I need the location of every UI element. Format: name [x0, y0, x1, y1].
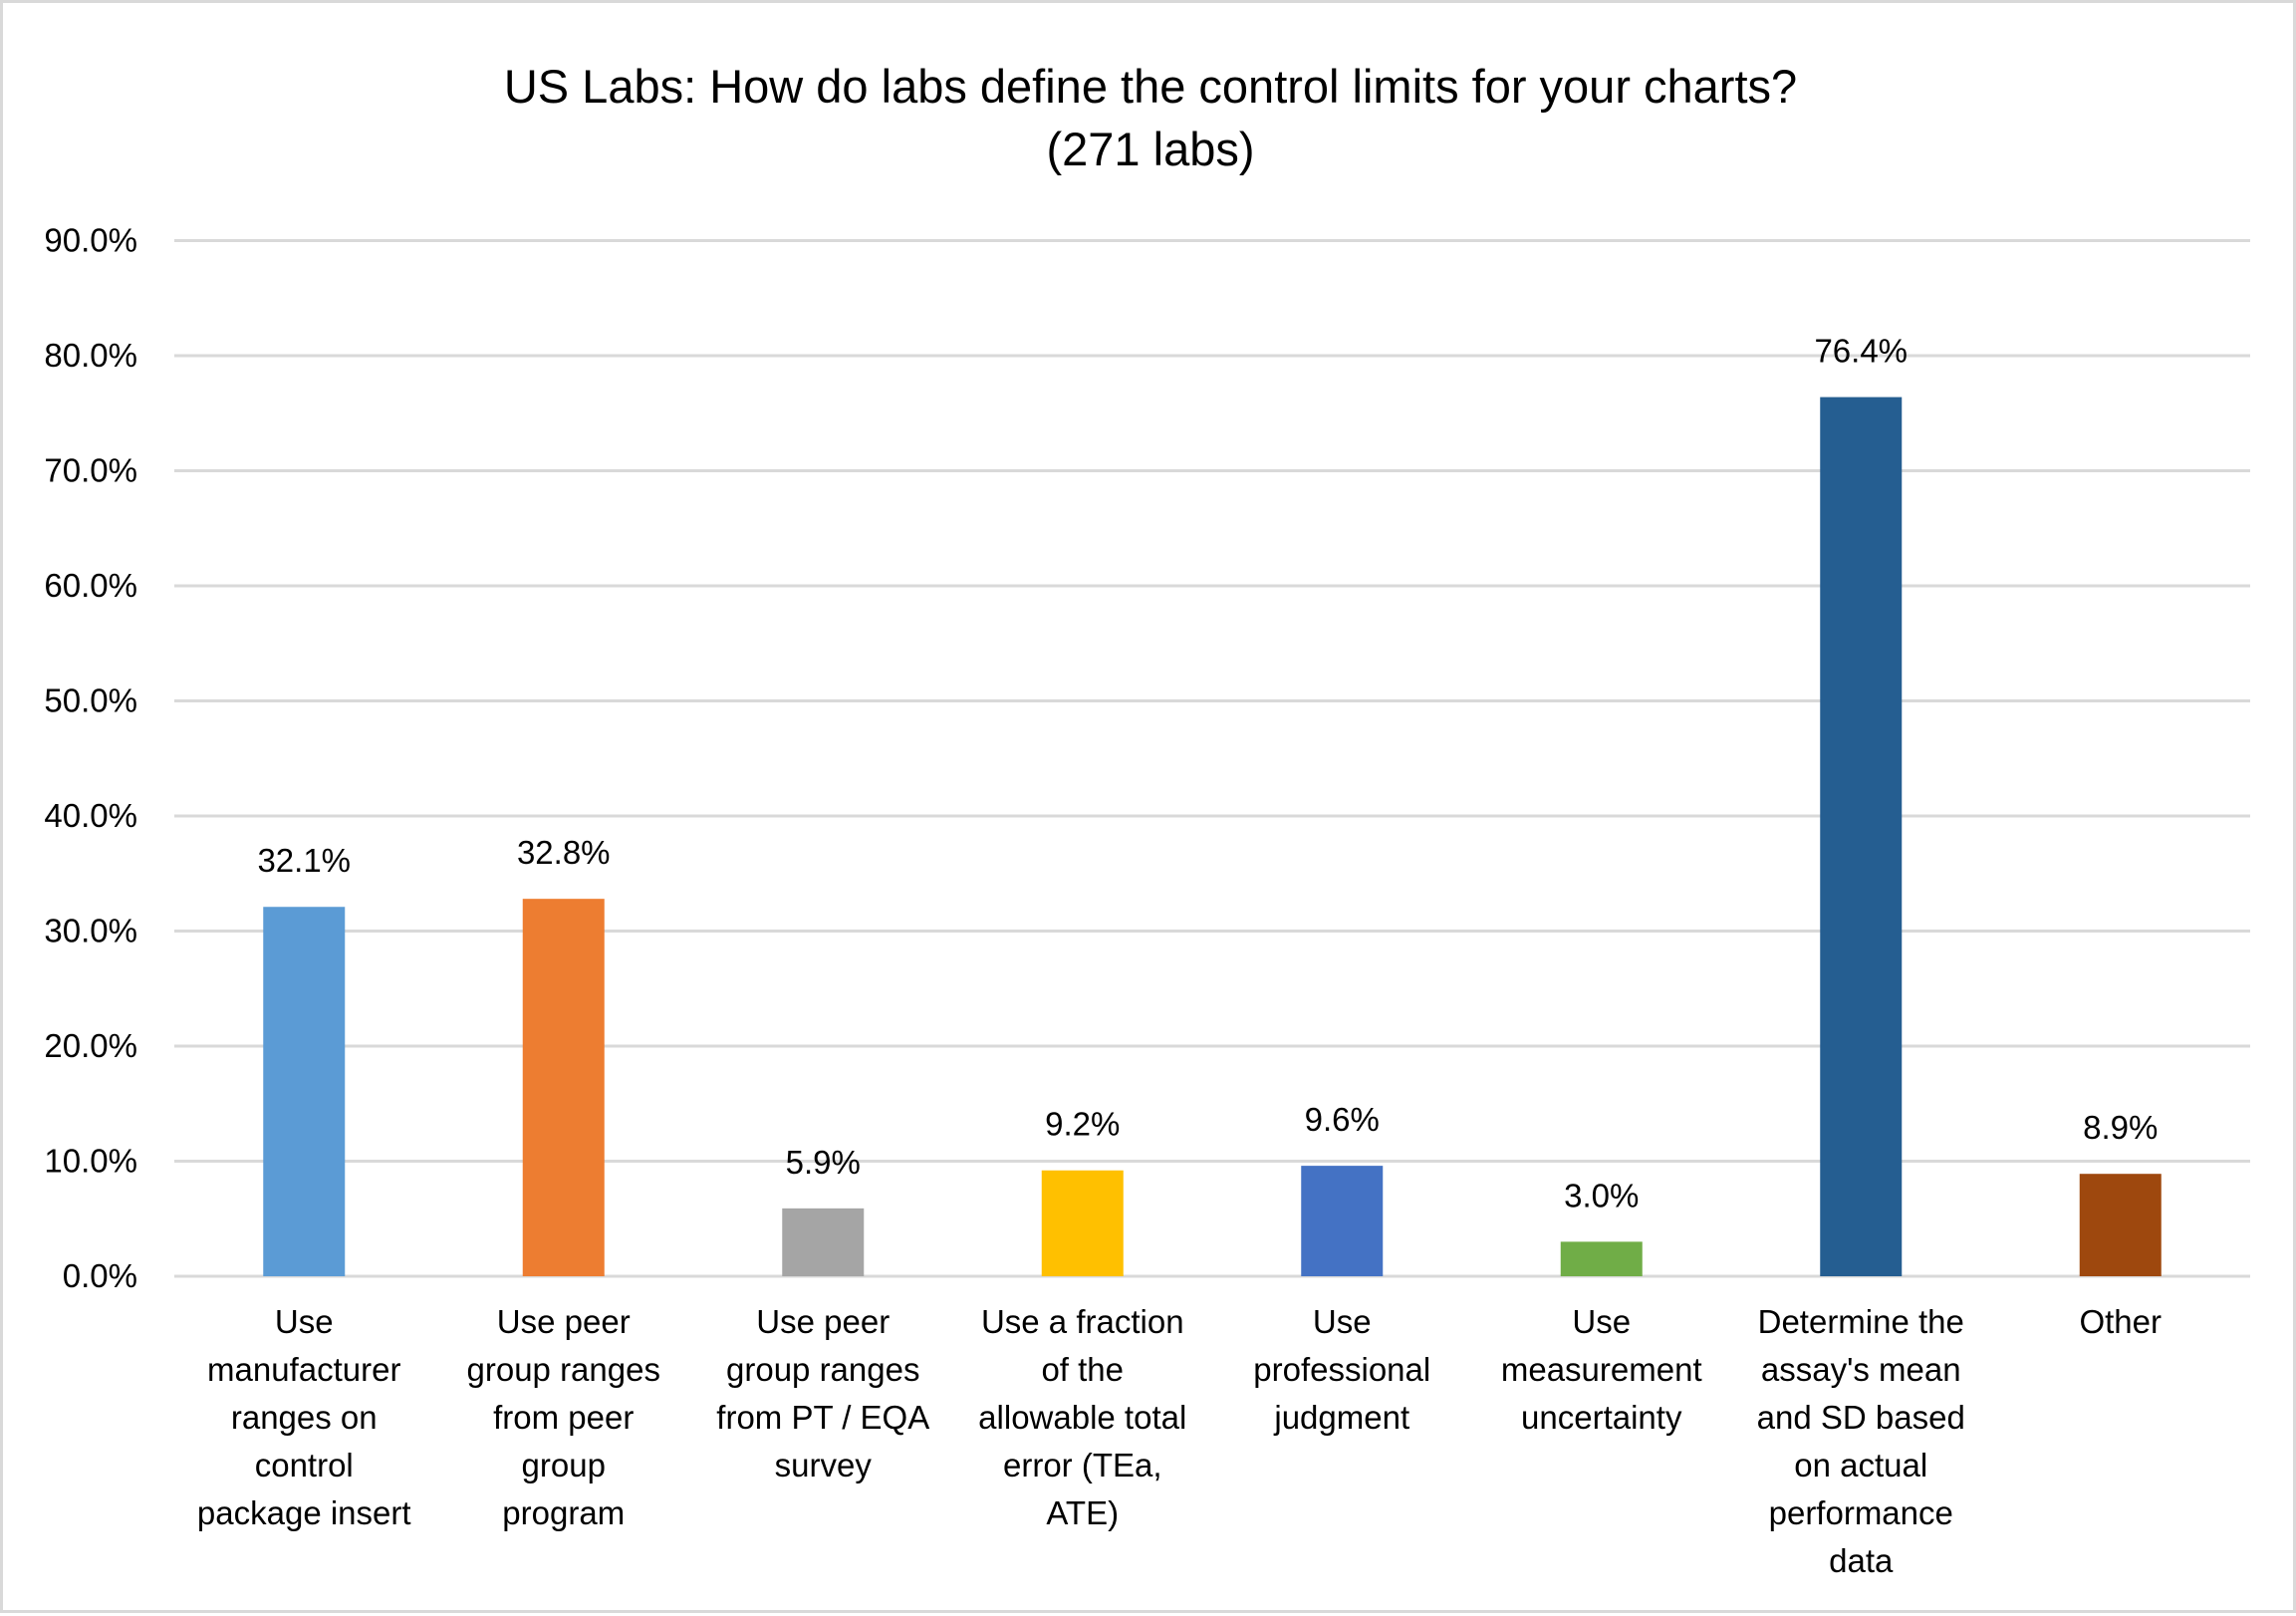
- value-label: 3.0%: [1564, 1177, 1639, 1213]
- category-label-line: ranges on: [231, 1399, 378, 1436]
- bar: [1041, 1170, 1124, 1276]
- category-label-line: group: [522, 1447, 606, 1483]
- category-label-line: Other: [2079, 1303, 2162, 1340]
- value-labels: 32.1% 32.8% 5.9% 9.2% 9.6% 3.0% 76.4% 8.9%: [257, 333, 2158, 1214]
- category-labels: Use manufacturer ranges on control package i…: [197, 1303, 2162, 1579]
- value-label: 32.1%: [257, 842, 351, 879]
- category-label-line: Determine the: [1758, 1303, 1964, 1340]
- value-label: 32.8%: [517, 834, 611, 871]
- category-label-line: Use peer: [497, 1303, 631, 1340]
- category-label-line: on actual: [1794, 1447, 1927, 1483]
- chart-subtitle: (271 labs): [1047, 123, 1255, 175]
- category-label-line: Use: [1572, 1303, 1631, 1340]
- category-label-line: Use: [275, 1303, 334, 1340]
- bar: [1301, 1166, 1384, 1276]
- bar: [522, 899, 605, 1276]
- category-label-line: assay's mean: [1761, 1351, 1961, 1388]
- category-label-line: judgment: [1273, 1399, 1409, 1436]
- category-label-line: uncertainty: [1521, 1399, 1682, 1436]
- y-tick-label: 40.0%: [44, 797, 137, 834]
- category-label-line: group ranges: [467, 1351, 660, 1388]
- y-tick-label: 10.0%: [44, 1143, 137, 1180]
- category-label-line: survey: [775, 1447, 873, 1483]
- y-tick-label: 30.0%: [44, 913, 137, 949]
- bar: [782, 1208, 865, 1276]
- bar: [1560, 1241, 1643, 1276]
- category-label-line: data: [1829, 1542, 1894, 1579]
- y-tick-label: 90.0%: [44, 222, 137, 259]
- category-label-line: package insert: [197, 1494, 411, 1531]
- category-label-line: measurement: [1501, 1351, 1702, 1388]
- bar: [1820, 397, 1903, 1277]
- y-axis-ticks: 0.0% 10.0% 20.0% 30.0% 40.0% 50.0% 60.0% 70.0% 8…: [44, 222, 137, 1295]
- category-label-line: Use peer: [756, 1303, 890, 1340]
- value-label: 5.9%: [786, 1144, 861, 1181]
- category-label-line: from peer: [493, 1399, 634, 1436]
- category-label-line: control: [255, 1447, 354, 1483]
- y-tick-label: 0.0%: [63, 1257, 137, 1294]
- value-label: 9.6%: [1305, 1101, 1380, 1138]
- category-label-line: Use a fraction: [981, 1303, 1184, 1340]
- category-label-line: program: [502, 1494, 625, 1531]
- y-tick-label: 20.0%: [44, 1027, 137, 1064]
- category-label: Use professional judgment: [1253, 1303, 1430, 1436]
- y-tick-label: 60.0%: [44, 567, 137, 604]
- category-label-line: group ranges: [726, 1351, 919, 1388]
- category-label-line: manufacturer: [207, 1351, 400, 1388]
- y-tick-label: 80.0%: [44, 337, 137, 374]
- category-label-line: from PT / EQA: [716, 1399, 929, 1436]
- category-label-line: allowable total: [978, 1399, 1186, 1436]
- category-label-line: Use: [1313, 1303, 1372, 1340]
- category-label: Use peer group ranges from PT / EQA survey: [716, 1303, 929, 1483]
- category-label: Use peer group ranges from peer group progra…: [467, 1303, 660, 1531]
- value-label: 76.4%: [1814, 333, 1908, 370]
- value-label: 8.9%: [2083, 1109, 2158, 1146]
- value-label: 9.2%: [1045, 1106, 1120, 1143]
- category-label-line: and SD based: [1757, 1399, 1965, 1436]
- bar: [2079, 1174, 2162, 1276]
- category-label-line: ATE): [1046, 1494, 1119, 1531]
- gridlines: [174, 239, 2250, 1278]
- y-tick-label: 70.0%: [44, 452, 137, 489]
- category-label: Determine the assay's mean and SD based on …: [1757, 1303, 1965, 1579]
- category-label-line: of the: [1041, 1351, 1124, 1388]
- bar: [263, 907, 346, 1276]
- category-label-line: performance: [1769, 1494, 1953, 1531]
- category-label-line: error (TEa,: [1003, 1447, 1162, 1483]
- category-label: Use a fraction of the allowable total error…: [978, 1303, 1186, 1531]
- bar-chart: US Labs: How do labs define the control …: [44, 60, 2250, 1579]
- category-label-line: professional: [1253, 1351, 1430, 1388]
- category-label: Use manufacturer ranges on control package i…: [197, 1303, 411, 1531]
- chart-title: US Labs: How do labs define the control …: [504, 60, 1797, 113]
- category-label: Other: [2079, 1303, 2162, 1340]
- category-label: Use measurement uncertainty: [1501, 1303, 1702, 1436]
- y-tick-label: 50.0%: [44, 682, 137, 719]
- bars: [263, 397, 2162, 1277]
